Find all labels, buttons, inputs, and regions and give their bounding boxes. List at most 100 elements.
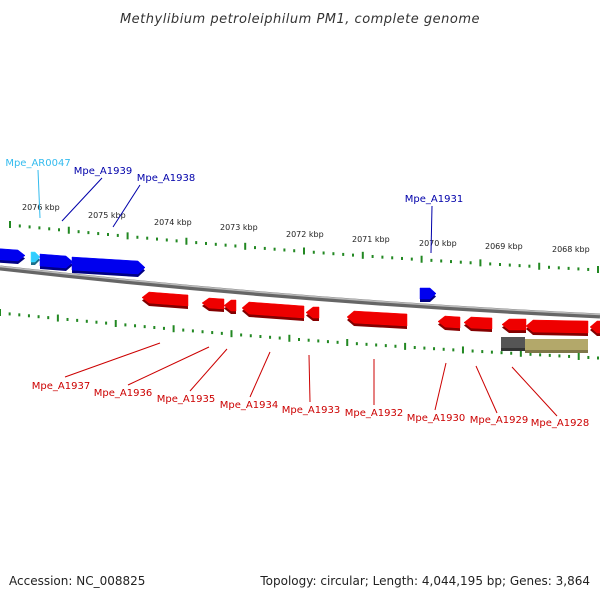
outer-tick [469,261,472,265]
gene-label-mpe-a1935[interactable]: Mpe_A1935 [157,348,228,405]
inner-tick [500,351,503,355]
reverse-gene-arrow[interactable] [589,320,600,336]
outer-tick [156,237,158,241]
kbp-label: 2072 kbp [286,230,324,239]
inner-tick [240,333,243,337]
gene-label-mpe-a1932[interactable]: Mpe_A1932 [345,359,403,419]
outer-tick [567,266,570,270]
outer-tick [528,264,531,268]
outer-tick [254,246,256,250]
svg-text:Mpe_A1930: Mpe_A1930 [407,413,465,424]
gene-label-mpe-a1938[interactable]: Mpe_A1938 [112,173,195,228]
inner-tick [413,345,416,349]
kbp-label: 2071 kbp [352,235,390,244]
gene-label-mpe-a1931[interactable]: Mpe_A1931 [405,194,463,254]
reverse-gene-arrow[interactable] [437,315,461,331]
inner-tick-ring [0,309,599,360]
outer-tick [195,241,198,245]
svg-text:Mpe_A1938: Mpe_A1938 [137,173,195,184]
outer-tick [146,236,149,240]
gene-label-mpe-a1929[interactable]: Mpe_A1929 [470,365,528,426]
forward-gene-arrow[interactable] [71,256,146,277]
inner-tick [18,313,21,317]
genome-summary-text: Topology: circular; Length: 4,044,195 bp… [260,574,590,588]
inner-tick [211,331,214,335]
inner-tick [27,314,30,318]
outer-tick [518,264,521,268]
inner-tick [548,353,551,357]
inner-tick [220,331,223,335]
svg-text:Mpe_A1935: Mpe_A1935 [157,394,215,405]
inner-tick [490,350,493,354]
inner-tick [375,343,378,347]
kbp-label: 2073 kbp [220,223,258,232]
inner-tick [162,326,165,330]
reverse-gene-arrow[interactable] [305,306,320,321]
genome-title: Methylibium petroleiphilum PM1, complete… [120,12,480,27]
accession-text: Accession: NC_008825 [9,574,146,588]
inner-tick [114,319,117,327]
gene-label-mpe-a1930[interactable]: Mpe_A1930 [407,362,465,424]
inner-tick [56,314,59,322]
outer-tick [263,246,266,250]
reverse-gene-arrow[interactable] [141,291,189,309]
gene-label-mpe-a1928[interactable]: Mpe_A1928 [511,366,589,429]
outer-tick [224,243,227,247]
inner-tick [346,339,349,347]
inner-tick [172,325,175,333]
forward-gene-arrow[interactable] [39,253,74,271]
outer-tick [244,242,247,250]
rna-gene-arrow[interactable] [30,251,41,265]
outer-tick [283,248,286,252]
inner-tick [326,340,329,344]
outer-tick [401,256,403,260]
gene-label-mpe-a1934[interactable]: Mpe_A1934 [220,351,278,411]
gene-label-mpe-a1937[interactable]: Mpe_A1937 [32,342,161,392]
reverse-gene-arrow[interactable] [501,318,527,333]
inner-tick [66,317,69,321]
outer-tick [538,262,541,270]
outer-tick [273,247,276,251]
reverse-gene-arrow[interactable] [223,299,237,314]
gene-label-mpe-a1939[interactable]: Mpe_A1939 [61,166,132,222]
outer-tick [332,252,335,256]
inner-tick [47,316,50,320]
outer-tick [508,263,511,267]
inner-tick [461,346,464,354]
inner-tick [442,347,445,351]
gene-label-mpe-ar0047[interactable]: Mpe_AR0047 [5,158,71,219]
svg-text:Mpe_A1936: Mpe_A1936 [94,388,152,399]
inner-tick [259,335,262,339]
forward-gene-arrow[interactable] [419,287,437,302]
inner-tick [355,342,358,346]
inner-tick [336,340,339,344]
forward-gene-arrow[interactable] [0,248,26,264]
inner-tick [539,353,542,357]
svg-text:Mpe_A1933: Mpe_A1933 [282,405,340,416]
outer-tick [9,221,11,228]
reverse-gene-arrow[interactable] [346,310,408,329]
outer-tick [18,224,21,228]
outer-tick [391,256,394,260]
inner-tick [471,349,474,353]
inner-tick [577,352,580,360]
svg-text:Mpe_A1929: Mpe_A1929 [470,415,528,426]
reverse-gene-arrow[interactable] [201,297,225,312]
outer-tick [322,251,325,255]
gene-label-mpe-a1933[interactable]: Mpe_A1933 [282,354,340,416]
reverse-gene-arrow[interactable] [525,319,589,336]
reverse-gene-arrow[interactable] [463,316,493,332]
reverse-gene-arrow[interactable] [241,301,305,321]
outer-tick [205,241,207,245]
other-feature-block[interactable] [501,337,588,353]
outer-tick [557,266,560,270]
gene-label-mpe-a1936[interactable]: Mpe_A1936 [94,346,210,399]
inner-tick [76,318,79,322]
kbp-scale: 2076 kbp 2075 kbp 2074 kbp 2073 kbp 2072 kbp… [22,203,590,254]
kbp-label: 2076 kbp [22,203,60,212]
svg-text:Mpe_A1932: Mpe_A1932 [345,408,403,419]
outer-tick [28,225,31,229]
inner-tick [153,326,156,330]
outer-tick [352,253,354,257]
